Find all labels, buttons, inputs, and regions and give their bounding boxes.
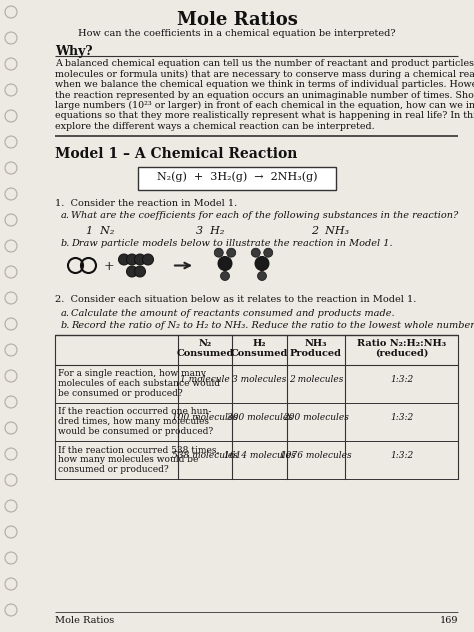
Text: N₂(g)  +  3H₂(g)  →  2NH₃(g): N₂(g) + 3H₂(g) → 2NH₃(g): [157, 171, 317, 182]
Text: 100 molecules: 100 molecules: [172, 413, 238, 422]
Circle shape: [127, 254, 137, 265]
Text: A balanced chemical equation can tell us the number of reactant and product part: A balanced chemical equation can tell us…: [55, 59, 474, 68]
Circle shape: [227, 248, 236, 257]
Text: 2  NH₃: 2 NH₃: [311, 226, 349, 236]
Circle shape: [264, 248, 273, 257]
Text: Draw particle models below to illustrate the reaction in Model 1.: Draw particle models below to illustrate…: [71, 240, 392, 248]
Circle shape: [218, 257, 232, 270]
Text: Consumed: Consumed: [231, 348, 288, 358]
Text: large numbers (10²³ or larger) in front of each chemical in the equation, how ca: large numbers (10²³ or larger) in front …: [55, 101, 474, 110]
Text: 1.  Consider the reaction in Model 1.: 1. Consider the reaction in Model 1.: [55, 198, 237, 207]
Text: 538 molecules: 538 molecules: [172, 451, 238, 460]
Text: 3 molecules: 3 molecules: [232, 375, 287, 384]
Text: 3  H₂: 3 H₂: [196, 226, 224, 236]
Text: Produced: Produced: [290, 348, 342, 358]
FancyBboxPatch shape: [138, 167, 336, 190]
Circle shape: [214, 248, 223, 257]
Text: If the reaction occurred 538 times,: If the reaction occurred 538 times,: [58, 446, 219, 454]
Text: 300 molecules: 300 molecules: [227, 413, 292, 422]
Text: dred times, how many molecules: dred times, how many molecules: [58, 417, 209, 426]
Text: Mole Ratios: Mole Ratios: [176, 11, 298, 29]
Text: a.: a.: [61, 308, 70, 317]
Text: when we balance the chemical equation we think in terms of individual particles.: when we balance the chemical equation we…: [55, 80, 474, 89]
Text: H₂: H₂: [253, 339, 266, 348]
Text: 2.  Consider each situation below as it relates to the reaction in Model 1.: 2. Consider each situation below as it r…: [55, 296, 416, 305]
Circle shape: [257, 272, 266, 281]
Text: 200 molecules: 200 molecules: [283, 413, 349, 422]
Text: What are the coefficients for each of the following substances in the reaction?: What are the coefficients for each of th…: [71, 212, 458, 221]
Text: If the reaction occurred one hun-: If the reaction occurred one hun-: [58, 408, 211, 416]
Text: be consumed or produced?: be consumed or produced?: [58, 389, 182, 398]
Text: a.: a.: [61, 212, 70, 221]
Text: equations so that they more realistically represent what is happening in real li: equations so that they more realisticall…: [55, 111, 474, 121]
Text: explore the different ways a chemical reaction can be interpreted.: explore the different ways a chemical re…: [55, 122, 374, 131]
Text: Mole Ratios: Mole Ratios: [55, 616, 114, 625]
Text: 2 molecules: 2 molecules: [289, 375, 343, 384]
Text: consumed or produced?: consumed or produced?: [58, 465, 169, 473]
Text: would be consumed or produced?: would be consumed or produced?: [58, 427, 213, 435]
Text: b.: b.: [61, 320, 70, 329]
Text: 1076 molecules: 1076 molecules: [280, 451, 352, 460]
Text: molecules of each substance would: molecules of each substance would: [58, 379, 220, 388]
Text: For a single reaction, how many: For a single reaction, how many: [58, 370, 206, 379]
Text: b.: b.: [61, 240, 70, 248]
Text: 1  N₂: 1 N₂: [86, 226, 114, 236]
Text: Record the ratio of N₂ to H₂ to NH₃. Reduce the ratio to the lowest whole number: Record the ratio of N₂ to H₂ to NH₃. Red…: [71, 320, 474, 329]
Text: (reduced): (reduced): [375, 348, 428, 358]
Circle shape: [127, 266, 137, 277]
Text: 1614 molecules: 1614 molecules: [224, 451, 295, 460]
Text: NH₃: NH₃: [305, 339, 327, 348]
Circle shape: [135, 254, 146, 265]
Text: N₂: N₂: [199, 339, 212, 348]
Circle shape: [255, 257, 269, 270]
Text: How can the coefficients in a chemical equation be interpreted?: How can the coefficients in a chemical e…: [78, 29, 396, 38]
Circle shape: [118, 254, 129, 265]
Text: Ratio N₂:H₂:NH₃: Ratio N₂:H₂:NH₃: [357, 339, 446, 348]
Circle shape: [251, 248, 260, 257]
Text: Calculate the amount of reactants consumed and products made.: Calculate the amount of reactants consum…: [71, 308, 395, 317]
Text: molecules or formula units) that are necessary to conserve mass during a chemica: molecules or formula units) that are nec…: [55, 70, 474, 78]
Text: 169: 169: [439, 616, 458, 625]
Circle shape: [220, 272, 229, 281]
Text: +: +: [104, 260, 114, 274]
Text: 1:3:2: 1:3:2: [390, 413, 413, 422]
Circle shape: [143, 254, 154, 265]
Text: Model 1 – A Chemical Reaction: Model 1 – A Chemical Reaction: [55, 147, 297, 161]
Text: Consumed: Consumed: [176, 348, 234, 358]
Text: 1 molecule: 1 molecule: [180, 375, 230, 384]
Text: 1:3:2: 1:3:2: [390, 375, 413, 384]
Text: 1:3:2: 1:3:2: [390, 451, 413, 460]
Text: how many molecules would be: how many molecules would be: [58, 455, 199, 464]
Text: the reaction represented by an equation occurs an unimaginable number of times. : the reaction represented by an equation …: [55, 90, 474, 99]
Text: Why?: Why?: [55, 45, 92, 58]
Circle shape: [135, 266, 146, 277]
